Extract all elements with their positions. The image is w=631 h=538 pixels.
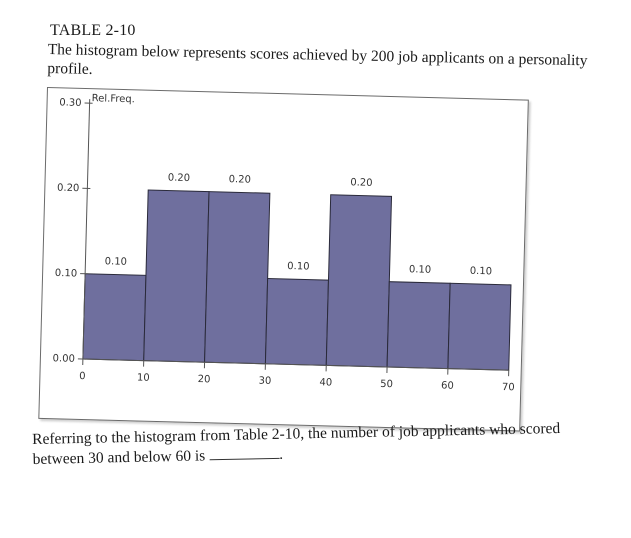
bar-value-label: 0.10	[409, 264, 432, 276]
histogram-bar	[82, 273, 147, 362]
x-tick-label: 50	[380, 379, 393, 390]
bar-value-label: 0.20	[229, 174, 252, 186]
x-axis-line	[82, 358, 509, 371]
histogram-bar	[325, 194, 393, 368]
answer-blank[interactable]	[208, 443, 280, 461]
x-tick-label: 10	[137, 372, 150, 383]
histogram-bar	[204, 191, 271, 365]
question-body: Referring to the histogram from Table 2-…	[32, 419, 561, 468]
y-tick-label: 0.10	[55, 268, 78, 280]
x-tick-label: 40	[319, 377, 332, 388]
question-end-mark: .	[279, 445, 284, 463]
bar-value-label: 0.10	[470, 266, 493, 278]
histogram-bar	[264, 277, 329, 366]
histogram-frame: 0.10 0.20 0.20 0.10 0.20 0.10 0.10 0.00 0.10 0.20…	[38, 87, 529, 432]
y-tick-label: 0.20	[57, 183, 80, 195]
histogram-bar	[386, 281, 451, 370]
bar-value-label: 0.20	[168, 173, 191, 185]
question-text: Referring to the histogram from Table 2-…	[32, 418, 593, 469]
bar-value-label: 0.10	[105, 256, 128, 268]
bar-value-label: 0.20	[350, 177, 373, 189]
table-label: TABLE 2-10	[50, 22, 136, 39]
x-tick-label: 30	[258, 376, 271, 387]
histogram-chart: 0.10 0.20 0.20 0.10 0.20 0.10 0.10 0.00 0.10 0.20…	[52, 93, 515, 393]
y-axis-label: Rel.Freq.	[92, 93, 135, 105]
histogram-bar	[143, 189, 210, 363]
x-tick-label: 20	[198, 374, 211, 385]
y-tick-label: 0.30	[59, 97, 82, 109]
x-tick-label: 70	[502, 382, 515, 393]
x-tick-label: 0	[79, 371, 86, 382]
histogram-bar	[447, 282, 512, 371]
y-tick-label: 0.00	[52, 353, 75, 365]
x-tick-label: 60	[441, 380, 454, 391]
bar-value-label: 0.10	[287, 261, 310, 273]
y-axis-line	[82, 99, 91, 360]
intro-text: The histogram below represents scores ac…	[47, 40, 588, 78]
